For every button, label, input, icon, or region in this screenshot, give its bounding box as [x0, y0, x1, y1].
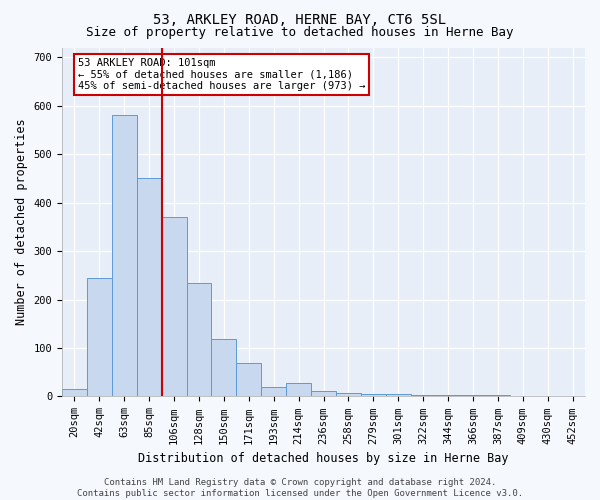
Text: 53 ARKLEY ROAD: 101sqm
← 55% of detached houses are smaller (1,186)
45% of semi-: 53 ARKLEY ROAD: 101sqm ← 55% of detached…: [78, 58, 365, 91]
Y-axis label: Number of detached properties: Number of detached properties: [15, 118, 28, 326]
Bar: [386, 394, 410, 396]
Bar: [286, 383, 311, 396]
Bar: [161, 217, 187, 396]
Text: Contains HM Land Registry data © Crown copyright and database right 2024.
Contai: Contains HM Land Registry data © Crown c…: [77, 478, 523, 498]
Bar: [62, 389, 87, 396]
Bar: [187, 282, 211, 397]
Bar: [236, 362, 261, 396]
Text: 53, ARKLEY ROAD, HERNE BAY, CT6 5SL: 53, ARKLEY ROAD, HERNE BAY, CT6 5SL: [154, 12, 446, 26]
Bar: [410, 394, 436, 396]
Bar: [361, 394, 386, 396]
Bar: [137, 178, 161, 396]
X-axis label: Distribution of detached houses by size in Herne Bay: Distribution of detached houses by size …: [138, 452, 509, 465]
Bar: [211, 340, 236, 396]
Text: Size of property relative to detached houses in Herne Bay: Size of property relative to detached ho…: [86, 26, 514, 39]
Bar: [336, 392, 361, 396]
Bar: [112, 116, 137, 396]
Bar: [261, 387, 286, 396]
Bar: [436, 395, 460, 396]
Bar: [87, 278, 112, 396]
Bar: [311, 390, 336, 396]
